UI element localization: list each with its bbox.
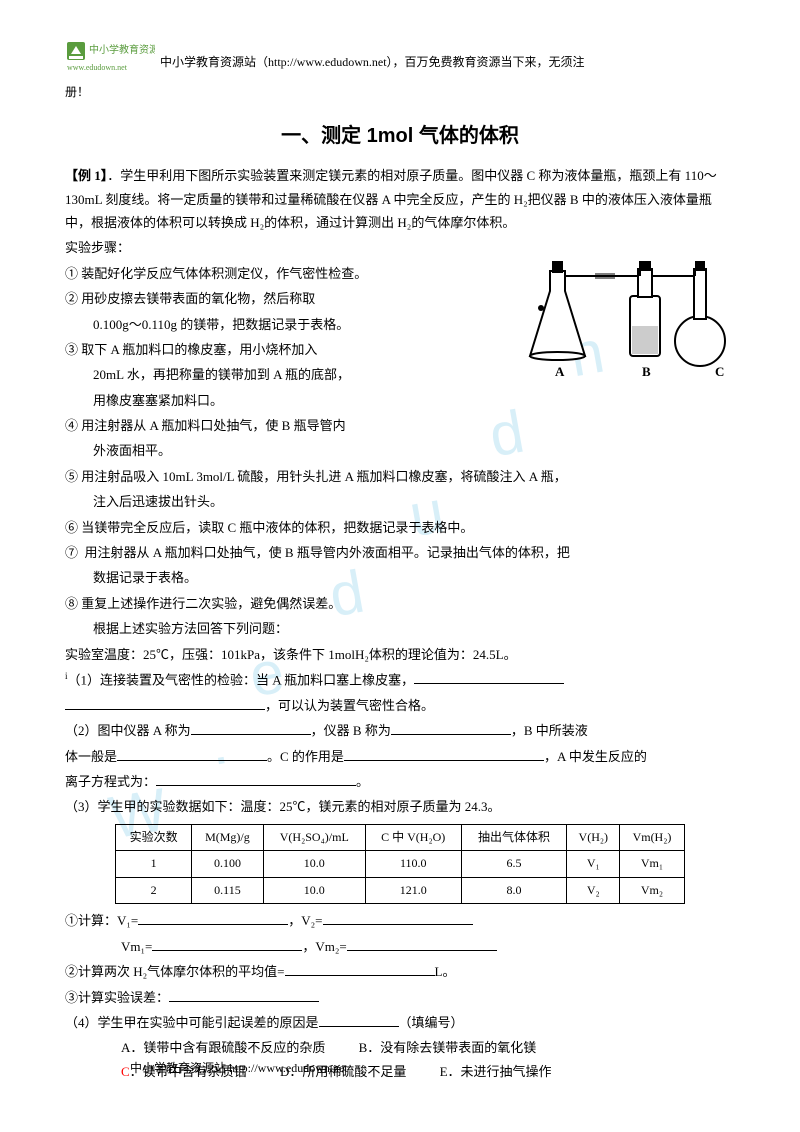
q2-line1: （2）图中仪器 A 称为，仪器 B 称为，B 中所装液 bbox=[65, 719, 735, 742]
opt-b: B．没有除去镁带表面的氧化镁 bbox=[359, 1036, 537, 1059]
svg-text:C: C bbox=[715, 364, 724, 379]
q1: i（1）连接装置及气密性的检验：当 A 瓶加料口塞上橡皮塞， bbox=[65, 668, 735, 692]
blank-vm1[interactable] bbox=[152, 935, 302, 951]
step-6: ⑥ 当镁带完全反应后，读取 C 瓶中液体的体积，把数据记录于表格中。 bbox=[65, 516, 735, 539]
q2-line3: 离子方程式为：。 bbox=[65, 770, 735, 793]
example-intro: 【例 1】．学生甲利用下图所示实验装置来测定镁元素的相对原子质量。图中仪器 C … bbox=[65, 164, 735, 234]
opt-a: A．镁带中含有跟硫酸不反应的杂质 bbox=[121, 1036, 325, 1059]
blank-q2a[interactable] bbox=[191, 719, 311, 735]
example-text: ．学生甲利用下图所示实验装置来测定镁元素的相对原子质量。图中仪器 C 称为液体量… bbox=[65, 168, 717, 230]
step-4b: 外液面相平。 bbox=[65, 439, 735, 462]
blank-q2d[interactable] bbox=[344, 745, 544, 761]
blank-q1a[interactable] bbox=[414, 668, 564, 684]
header: 中小学教育资源 www.edudown.net 中小学教育资源站（http://… bbox=[65, 40, 735, 74]
conditions: 实验室温度：25℃，压强：101kPa，该条件下 1molH₂体积的理论值为：2… bbox=[65, 643, 735, 666]
content: 【例 1】．学生甲利用下图所示实验装置来测定镁元素的相对原子质量。图中仪器 C … bbox=[65, 164, 735, 1083]
th-2: V(H₂SO₄)/mL bbox=[263, 824, 365, 851]
svg-text:A: A bbox=[555, 364, 565, 379]
header-text: 中小学教育资源站（http://www.edudown.net），百万免费教育资… bbox=[160, 40, 585, 74]
blank-q2b[interactable] bbox=[391, 719, 511, 735]
blank-vm2[interactable] bbox=[347, 935, 497, 951]
q2-line2: 体一般是。C 的作用是，A 中发生反应的 bbox=[65, 745, 735, 768]
th-0: 实验次数 bbox=[116, 824, 192, 851]
calc2: ②计算两次 H₂气体摩尔体积的平均值=L。 bbox=[65, 960, 735, 983]
svg-text:www.edudown.net: www.edudown.net bbox=[67, 63, 128, 72]
svg-text:中小学教育资源: 中小学教育资源 bbox=[89, 43, 155, 56]
options-row1: A．镁带中含有跟硫酸不反应的杂质 B．没有除去镁带表面的氧化镁 bbox=[65, 1036, 735, 1059]
example-label: 【例 1】 bbox=[65, 168, 107, 183]
register-note: 册！ bbox=[65, 82, 735, 104]
q4: （4）学生甲在实验中可能引起误差的原因是（填编号） bbox=[65, 1011, 735, 1034]
followup: 根据上述实验方法回答下列问题： bbox=[65, 617, 735, 640]
step-7: ⑦ 用注射器从 A 瓶加料口处抽气，使 B 瓶导管内外液面相平。记录抽出气体的体… bbox=[65, 541, 735, 564]
apparatus-diagram: A B C bbox=[515, 241, 735, 396]
blank-q2e[interactable] bbox=[156, 770, 356, 786]
step-5: ⑤ 用注射品吸入 10mL 3mol/L 硫酸，用针头扎进 A 瓶加料口橡皮塞，… bbox=[65, 465, 735, 488]
th-4: 抽出气体体积 bbox=[461, 824, 567, 851]
blank-err[interactable] bbox=[169, 986, 319, 1002]
page-title: 一、测定 1mol 气体的体积 bbox=[65, 118, 735, 154]
blank-q1b[interactable] bbox=[65, 694, 265, 710]
data-table: 实验次数 M(Mg)/g V(H₂SO₄)/mL C 中 V(H₂O) 抽出气体… bbox=[115, 824, 685, 905]
blank-q4[interactable] bbox=[319, 1011, 399, 1027]
q3: （3）学生甲的实验数据如下：温度：25℃，镁元素的相对原子质量为 24.3。 bbox=[65, 795, 735, 818]
blank-avg[interactable] bbox=[285, 960, 435, 976]
th-5: V(H₂) bbox=[567, 824, 620, 851]
table-row: 10.10010.0110.06.5V₁Vm₁ bbox=[116, 851, 685, 878]
step-5b: 注入后迅速拔出针头。 bbox=[65, 490, 735, 513]
footer: 中小学教育资源站 http://www.edudown.net bbox=[130, 1058, 800, 1080]
calc3: ③计算实验误差： bbox=[65, 986, 735, 1009]
table-row: 20.11510.0121.08.0V₂Vm₂ bbox=[116, 877, 685, 904]
step-7b: 数据记录于表格。 bbox=[65, 566, 735, 589]
step-4: ④ 用注射器从 A 瓶加料口处抽气，使 B 瓶导管内 bbox=[65, 414, 735, 437]
calc1b: Vm₁=，Vm₂= bbox=[65, 935, 735, 958]
table-header-row: 实验次数 M(Mg)/g V(H₂SO₄)/mL C 中 V(H₂O) 抽出气体… bbox=[116, 824, 685, 851]
calc1: ①计算：V₁=，V₂= bbox=[65, 909, 735, 932]
logo-icon: 中小学教育资源 www.edudown.net bbox=[65, 40, 155, 72]
q1b: ，可以认为装置气密性合格。 bbox=[65, 694, 735, 717]
blank-v1[interactable] bbox=[138, 909, 288, 925]
th-1: M(Mg)/g bbox=[192, 824, 264, 851]
th-6: Vm(H₂) bbox=[620, 824, 685, 851]
blank-v2[interactable] bbox=[323, 909, 473, 925]
svg-text:B: B bbox=[642, 364, 651, 379]
step-8: ⑧ 重复上述操作进行二次实验，避免偶然误差。 bbox=[65, 592, 735, 615]
th-3: C 中 V(H₂O) bbox=[365, 824, 461, 851]
blank-q2c[interactable] bbox=[117, 745, 267, 761]
